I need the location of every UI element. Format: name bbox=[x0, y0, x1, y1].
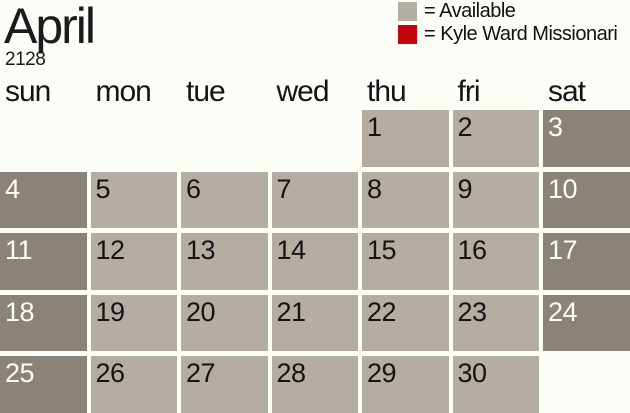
empty-cell bbox=[0, 110, 87, 167]
calendar-title-block: April 2128 bbox=[4, 0, 96, 70]
day-cell-22[interactable]: 22 bbox=[362, 294, 449, 351]
empty-cell bbox=[272, 110, 359, 167]
available-label: = Available bbox=[424, 0, 516, 22]
day-cell-13[interactable]: 13 bbox=[181, 233, 268, 290]
weekday-header-thu: thu bbox=[367, 75, 407, 108]
day-cell-14[interactable]: 14 bbox=[271, 233, 358, 290]
day-cell-9[interactable]: 9 bbox=[452, 171, 539, 228]
day-cell-21[interactable]: 21 bbox=[271, 294, 358, 351]
day-cell-26[interactable]: 26 bbox=[90, 356, 177, 413]
weekday-header-wed: wed bbox=[276, 75, 330, 108]
day-cell-15[interactable]: 15 bbox=[362, 233, 449, 290]
month-title: April bbox=[4, 0, 96, 54]
day-cell-7[interactable]: 7 bbox=[271, 171, 358, 228]
day-cell-27[interactable]: 27 bbox=[181, 356, 268, 413]
calendar-grid: 1 2 3 4 5 6 7 8 9 10 11 12 13 14 15 16 17 18 19 20 21 22 23 24 2… bbox=[0, 110, 630, 413]
day-cell-20[interactable]: 20 bbox=[181, 294, 268, 351]
weekday-header-tue: tue bbox=[186, 75, 226, 108]
booked-color-swatch bbox=[398, 25, 417, 44]
weekday-header-sat: sat bbox=[548, 75, 586, 108]
booked-label: = Kyle Ward Missionari bbox=[424, 23, 618, 45]
weekday-header-row: sun mon tue wed thu fri sat bbox=[0, 77, 630, 107]
empty-cell bbox=[543, 356, 630, 413]
day-cell-11[interactable]: 11 bbox=[0, 233, 87, 290]
day-cell-17[interactable]: 17 bbox=[543, 233, 630, 290]
empty-cell bbox=[91, 110, 178, 167]
day-cell-6[interactable]: 6 bbox=[181, 171, 268, 228]
legend-item-kyle-ward-missionaries: = Kyle Ward Missionari bbox=[398, 23, 630, 45]
legend-item-available: = Available bbox=[398, 0, 630, 22]
day-cell-4[interactable]: 4 bbox=[0, 171, 87, 228]
day-cell-23[interactable]: 23 bbox=[452, 294, 539, 351]
day-cell-10[interactable]: 10 bbox=[543, 171, 630, 228]
day-cell-29[interactable]: 29 bbox=[362, 356, 449, 413]
day-cell-19[interactable]: 19 bbox=[90, 294, 177, 351]
day-cell-12[interactable]: 12 bbox=[90, 233, 177, 290]
weekday-header-fri: fri bbox=[457, 75, 481, 108]
weekday-header-mon: mon bbox=[95, 75, 152, 108]
day-cell-5[interactable]: 5 bbox=[90, 171, 177, 228]
day-cell-25[interactable]: 25 bbox=[0, 356, 87, 413]
day-cell-24[interactable]: 24 bbox=[543, 294, 630, 351]
available-color-swatch bbox=[398, 2, 417, 21]
legend: = Available = Kyle Ward Missionari bbox=[398, 0, 630, 48]
empty-cell bbox=[181, 110, 268, 167]
day-cell-1[interactable]: 1 bbox=[362, 110, 449, 167]
day-cell-30[interactable]: 30 bbox=[452, 356, 539, 413]
day-cell-16[interactable]: 16 bbox=[452, 233, 539, 290]
day-cell-28[interactable]: 28 bbox=[271, 356, 358, 413]
weekday-header-sun: sun bbox=[5, 75, 51, 108]
day-cell-8[interactable]: 8 bbox=[362, 171, 449, 228]
year-label: 2128 bbox=[5, 49, 46, 70]
day-cell-18[interactable]: 18 bbox=[0, 294, 87, 351]
day-cell-2[interactable]: 2 bbox=[452, 110, 539, 167]
day-cell-3[interactable]: 3 bbox=[543, 110, 630, 167]
